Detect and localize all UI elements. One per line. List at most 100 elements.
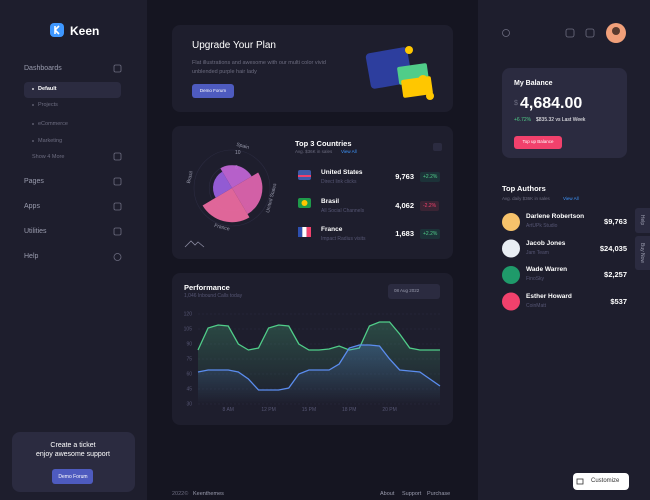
card-title: Upgrade Your Plan <box>192 40 276 51</box>
x-tick-label: 8 AM <box>223 407 234 413</box>
button-label[interactable]: Demo Forum <box>58 474 88 480</box>
side-tab-label[interactable]: Help <box>639 214 645 226</box>
footer-link[interactable]: Purchase <box>427 491 451 497</box>
flags <box>298 170 311 237</box>
polar-label: Spain <box>236 142 250 151</box>
author-amount: $24,035 <box>599 243 627 253</box>
menu-item[interactable]: Projects <box>38 102 58 108</box>
date-label[interactable]: 08 Aug 2022 <box>394 288 420 293</box>
compare: $835.32 vs Last Week <box>536 117 586 123</box>
side-tab[interactable] <box>635 236 650 270</box>
polar-label: Brasil <box>186 171 195 185</box>
author-avatar <box>502 213 520 231</box>
button-label[interactable]: Customize <box>591 478 620 484</box>
change: +6.72% <box>514 117 532 123</box>
card-subtitle: 1,046 Inbound Calls today <box>184 293 243 299</box>
y-tick-label: 75 <box>186 357 192 363</box>
author-company: FinoSky <box>526 276 545 282</box>
badge: +2.2% <box>420 229 441 239</box>
card-title: Performance <box>184 283 230 292</box>
logo-mark <box>54 25 60 35</box>
country-name: France <box>321 226 343 233</box>
menu-item[interactable]: Default <box>38 86 57 92</box>
y-tick-label: 45 <box>186 387 192 393</box>
menu-item[interactable]: Show 4 More <box>32 154 65 160</box>
country-value: 4,062 <box>395 200 414 210</box>
series-line <box>197 321 440 351</box>
polar-label: France <box>214 223 231 233</box>
card-title: My Balance <box>514 80 553 87</box>
ticket-title: Create a ticket <box>50 442 96 449</box>
menu-button[interactable] <box>433 143 442 151</box>
author-company: ArtUPk Studio <box>526 223 558 229</box>
menu-section[interactable]: Dashboards <box>24 65 62 72</box>
mountain-icon <box>184 240 205 248</box>
side-tab[interactable] <box>635 208 650 233</box>
author-avatar <box>502 292 520 311</box>
balance-amount: 4,684.00 <box>520 95 583 112</box>
country-desc: All Social Channels <box>321 207 365 214</box>
country-desc: Impact Radius visits <box>321 236 366 242</box>
button-label[interactable]: Demo Forum <box>199 88 227 93</box>
section-subtitle: Avg. daily $36K in sales <box>502 196 550 201</box>
button[interactable] <box>514 136 562 149</box>
active-item-bg <box>24 82 121 98</box>
author-amount: $537 <box>610 296 627 306</box>
grid-ring <box>193 149 271 227</box>
menu-icons <box>113 28 595 261</box>
ticket-text: enjoy awesome support <box>36 451 110 458</box>
bullet <box>32 140 34 142</box>
menu-item[interactable]: eCommerce <box>38 121 68 127</box>
customize-icon <box>576 478 584 485</box>
link[interactable]: View All <box>563 196 579 201</box>
bullet <box>32 104 34 106</box>
r-tick-label: 10 <box>235 150 241 156</box>
date-picker[interactable] <box>388 284 440 299</box>
link[interactable]: View All <box>341 149 357 154</box>
brand: Keen <box>70 24 100 38</box>
side-tab-label[interactable]: Buy Now <box>639 242 645 264</box>
author-name[interactable]: Esther Howard <box>526 292 572 300</box>
x-tick-label: 15 PM <box>302 407 316 413</box>
card-text: Flat illustrations and awesome with our … <box>192 60 326 75</box>
section-title: Top Authors <box>502 184 546 193</box>
country-name: United States <box>321 169 363 176</box>
logo-icon <box>50 23 64 37</box>
footer-link[interactable]: Support <box>402 491 422 497</box>
author-company: CoinMatt <box>526 302 547 309</box>
menu-section[interactable]: Help <box>24 253 39 260</box>
button[interactable] <box>52 469 93 484</box>
country-value: 9,763 <box>395 172 414 181</box>
footer-year: 2022© <box>172 491 189 497</box>
x-tick-label: 18 PM <box>342 407 356 413</box>
upgrade-illustration <box>365 46 434 100</box>
card-title: Top 3 Countries <box>295 139 352 148</box>
country-desc: Direct link clicks <box>321 179 357 185</box>
customize-button[interactable] <box>573 473 629 490</box>
menu-item[interactable]: Marketing <box>38 138 63 144</box>
x-tick-label: 12 PM <box>261 407 275 413</box>
author-amount: $9,763 <box>604 217 627 226</box>
footer-brand[interactable]: Keenthemes <box>193 491 224 497</box>
menu-section[interactable]: Apps <box>24 203 40 210</box>
button[interactable] <box>192 84 234 98</box>
polar-wedge <box>202 188 250 223</box>
footer-link[interactable]: About <box>380 491 395 497</box>
menu-section[interactable]: Utilities <box>24 228 47 235</box>
polar-wedge <box>232 172 263 215</box>
button-label[interactable]: Top up Balance <box>522 139 554 144</box>
menu-section[interactable]: Pages <box>24 178 44 185</box>
author-name[interactable]: Darlene Robertson <box>526 213 585 220</box>
author-amount: $2,257 <box>604 270 627 279</box>
author-name[interactable]: Jacob Jones <box>526 239 566 247</box>
x-tick-label: 20 PM <box>382 407 396 413</box>
y-tick-label: 90 <box>186 342 192 348</box>
author-name[interactable]: Wade Warren <box>526 266 568 273</box>
currency: $ <box>514 100 518 107</box>
polar-wedge <box>220 165 252 188</box>
y-tick-label: 105 <box>184 327 193 333</box>
y-tick-label: 120 <box>184 312 193 318</box>
bullet <box>32 123 34 125</box>
